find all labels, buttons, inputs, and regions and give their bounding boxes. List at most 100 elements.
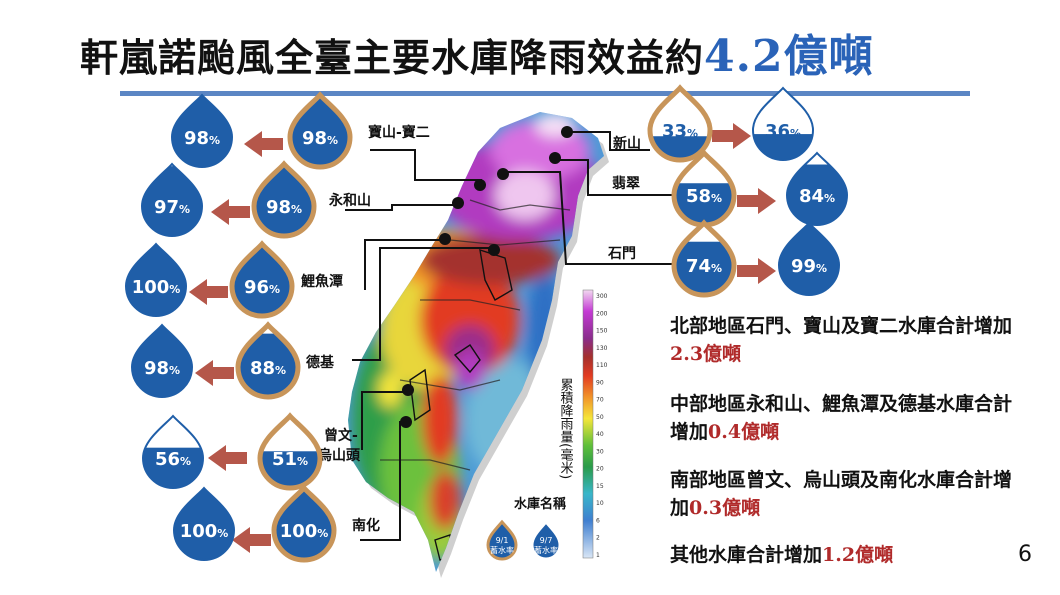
colorbar-tick: 40 — [596, 431, 604, 438]
marker-deji — [488, 244, 500, 256]
colorbar-tick: 200 — [596, 310, 608, 317]
drop-feicui-before: 58% — [671, 149, 737, 228]
drop-xinshan-after: 36% — [751, 86, 815, 161]
leader-line-baoshan — [370, 149, 482, 181]
drop-value-feicui-after: 84% — [799, 186, 835, 207]
slide-title: 軒嵐諾颱風全臺主要水庫降雨效益約4.2億噸 — [80, 20, 980, 90]
colorbar-tick: 70 — [596, 397, 604, 404]
reservoir-label-zengwen-2: 烏山頭 — [318, 447, 361, 464]
drop-value-shimen-after: 99% — [791, 256, 827, 277]
drop-yonghe-after: 97% — [140, 162, 204, 237]
drop-baoshan-after: 98% — [170, 93, 234, 168]
reservoir-label-feicui: 翡翠 — [612, 175, 640, 192]
title-highlight: 4.2億噸 — [704, 31, 874, 82]
reservoir-label-deji: 德基 — [306, 354, 335, 371]
drop-value-shimen-before: 74% — [686, 256, 722, 277]
leader-line-deji — [352, 247, 493, 361]
summary-other: 其他水庫合計增加1.2億噸 — [670, 541, 1020, 569]
colorbar-tick: 10 — [596, 500, 604, 507]
drop-deji-before: 88% — [235, 321, 301, 400]
reservoir-label-baoshan: 寶山-寶二 — [368, 124, 430, 141]
colorbar-tick: 110 — [596, 362, 608, 369]
drop-shimen-after: 99% — [777, 221, 841, 296]
summary-central: 中部地區永和山、鯉魚潭及德基水庫合計增加0.4億噸 — [670, 390, 1020, 446]
colorbar-tick: 130 — [596, 345, 608, 352]
drop-value-nanhua-before: 100% — [280, 521, 329, 542]
reservoir-label-shimen: 石門 — [607, 246, 636, 262]
rainfall-heatmap — [348, 112, 604, 572]
marker-wushantou — [400, 416, 412, 428]
drop-value-liyu-after: 100% — [132, 277, 181, 298]
drop-xinshan-before: 33% — [647, 84, 713, 163]
legend-before-label: 蓄水率 — [490, 545, 514, 555]
leader-line-yonghe — [345, 204, 458, 211]
title-main: 軒嵐諾颱風全臺主要水庫降雨效益約 — [80, 36, 705, 80]
marker-xinshan — [561, 126, 573, 138]
arrow-baoshan — [244, 131, 283, 157]
colorbar-ticks: 300 200 150 130 110 90 70 50 40 30 20 15 10 6 2 1 — [596, 293, 608, 559]
colorbar-tick: 1 — [596, 552, 600, 559]
drop-liyu-after: 100% — [124, 242, 188, 317]
arrow-shimen — [737, 258, 776, 284]
legend-reservoir-name-label: 水庫名稱 — [514, 496, 566, 512]
leader-lines — [345, 131, 676, 541]
leader-line-liyu — [364, 239, 445, 290]
arrow-zengwen — [208, 445, 247, 471]
watershed-outline — [409, 248, 513, 561]
summary-central-text: 中部地區永和山、鯉魚潭及德基水庫合計增加 — [670, 393, 1013, 443]
colorbar — [582, 289, 594, 559]
arrow-xinshan — [712, 123, 751, 149]
drop-value-zengwen-before: 51% — [272, 449, 308, 470]
colorbar-tick: 150 — [596, 328, 608, 335]
legend-after-date: 9/7 — [540, 536, 553, 545]
summary-north: 北部地區石門、寶山及寶二水庫合計增加 2.3億噸 — [670, 312, 1020, 368]
summary-north-text: 北部地區石門、寶山及寶二水庫合計增加 — [670, 315, 1013, 337]
arrow-liyu — [189, 279, 228, 305]
colorbar-tick: 50 — [596, 414, 604, 421]
title-divider — [120, 91, 970, 96]
summary-central-amount: 0.4億噸 — [708, 421, 780, 443]
reservoir-label-zengwen-1: 曾文- — [324, 427, 358, 444]
drop-deji-after: 98% — [130, 323, 194, 398]
drop-feicui-after: 84% — [785, 151, 849, 226]
drop-value-baoshan-after: 98% — [184, 128, 220, 149]
drop-liyu-before: 96% — [229, 240, 295, 319]
arrow-nanhua — [232, 527, 271, 553]
reservoir-markers — [400, 126, 573, 428]
colorbar-tick: 30 — [596, 448, 604, 455]
drop-zengwen-before: 51% — [257, 412, 323, 491]
drop-value-xinshan-before: 33% — [662, 121, 698, 142]
arrow-deji — [195, 360, 234, 386]
arrow-yonghe — [211, 199, 250, 225]
leader-line-feicui — [555, 159, 676, 196]
drop-zengwen-after: 56% — [141, 414, 205, 489]
leader-line-xinshan — [570, 131, 650, 151]
drop-value-zengwen-after: 56% — [155, 449, 191, 470]
drop-value-feicui-before: 58% — [686, 186, 722, 207]
drop-shimen-before: 74% — [671, 219, 737, 298]
leader-line-zengwen — [361, 391, 408, 450]
colorbar-tick: 2 — [596, 535, 600, 542]
drop-fill-feicui-after — [787, 164, 847, 225]
legend-before-drop: 9/1 蓄水率 — [486, 519, 518, 561]
page-number: 6 — [1018, 542, 1032, 567]
legend-after-label: 蓄水率 — [534, 545, 558, 555]
legend-after-drop: 9/7 蓄水率 — [530, 519, 562, 561]
legend-before-date: 9/1 — [496, 536, 509, 545]
drop-nanhua-after: 100% — [172, 486, 236, 561]
drop-yonghe-before: 98% — [251, 160, 317, 239]
drop-baoshan-before: 98% — [287, 91, 353, 170]
drop-value-deji-after: 98% — [144, 358, 180, 379]
drop-value-baoshan-before: 98% — [302, 128, 338, 149]
drop-value-nanhua-after: 100% — [180, 521, 229, 542]
arrow-feicui — [737, 188, 776, 214]
colorbar-tick: 300 — [596, 293, 608, 300]
drop-value-xinshan-after: 36% — [765, 121, 801, 142]
colorbar-tick: 90 — [596, 379, 604, 386]
reservoir-label-liyu: 鯉魚潭 — [301, 273, 343, 290]
summary-north-amount: 2.3億噸 — [670, 343, 742, 365]
summary-other-text: 其他水庫合計增加 — [670, 544, 823, 566]
colorbar-title: 累積降雨量(毫米) — [558, 378, 574, 479]
